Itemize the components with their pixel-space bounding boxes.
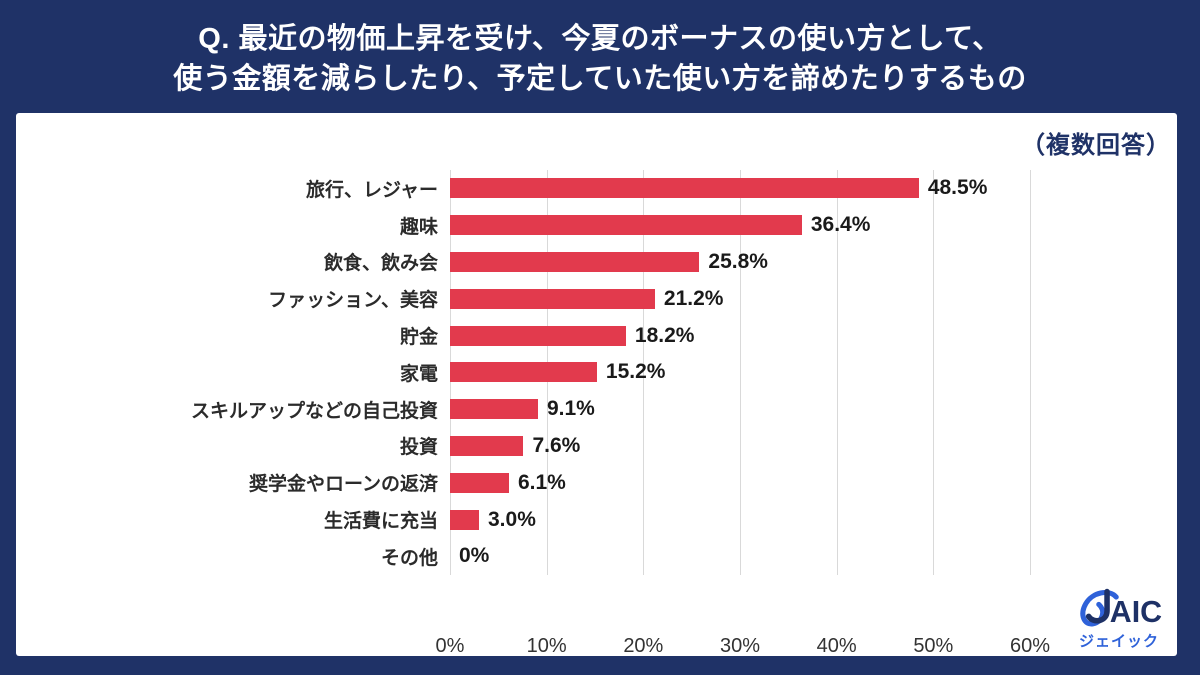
chart-row: その他 0% (16, 538, 1177, 575)
gridline-30 (740, 170, 741, 575)
chart-panel: （複数回答） 旅行、レジャー 48.5% 趣味 36.4% 飲食、飲み会 25.8% ファッ… (16, 113, 1177, 657)
value-label: 6.1% (517, 470, 566, 494)
x-tick-label: 40% (816, 635, 857, 657)
value-label: 9.1% (546, 397, 595, 421)
x-tick-label: 50% (913, 635, 954, 657)
bar (450, 399, 538, 420)
bar (450, 509, 479, 530)
row-plot: 25.8% (450, 244, 1140, 281)
row-plot: 3.0% (450, 501, 1140, 538)
chart-row: 貯金 18.2% (16, 317, 1177, 354)
chart-row: 投資 7.6% (16, 428, 1177, 465)
x-tick-label: 0% (435, 635, 465, 657)
bar (450, 435, 524, 456)
gridline-20 (643, 170, 645, 575)
header: Q. 最近の物価上昇を受け、今夏のボーナスの使い方として、 使う金額を減らしたり… (0, 0, 1200, 113)
value-label: 0% (459, 544, 490, 568)
bar (450, 362, 597, 383)
row-plot: 48.5% (450, 170, 1140, 207)
bar (450, 472, 509, 493)
category-label: スキルアップなどの自己投資 (190, 400, 438, 422)
category-label: 投資 (399, 437, 438, 459)
chart-row: 旅行、レジャー 48.5% (16, 170, 1177, 207)
category-label: 奨学金やローンの返済 (248, 474, 438, 496)
gridline-50 (933, 170, 935, 575)
bar (450, 178, 919, 199)
brand-logo: AIC ジェイック (1069, 586, 1169, 651)
chart-row: 趣味 36.4% (16, 207, 1177, 244)
category-label: 趣味 (399, 216, 438, 238)
value-label: 7.6% (532, 433, 581, 457)
value-label: 15.2% (605, 360, 666, 384)
value-label: 21.2% (663, 286, 724, 310)
category-label: 貯金 (399, 327, 438, 349)
x-tick-label: 30% (719, 635, 761, 657)
row-plot: 36.4% (450, 207, 1140, 244)
category-label: 旅行、レジャー (305, 179, 438, 201)
row-plot: 0% (450, 538, 1140, 575)
row-plot: 6.1% (450, 464, 1140, 501)
row-plot: 21.2% (450, 280, 1140, 317)
chart-title-line-1: Q. 最近の物価上昇を受け、今夏のボーナスの使い方として、 (198, 22, 1002, 55)
row-plot: 18.2% (450, 317, 1140, 354)
category-label: 生活費に充当 (323, 511, 438, 533)
x-tick-label: 10% (526, 635, 567, 657)
bar (450, 325, 626, 346)
value-label: 48.5% (927, 176, 988, 200)
gridline-60 (1030, 170, 1031, 575)
logo-aic-text: AIC (1110, 596, 1162, 629)
chart-row: ファッション、美容 21.2% (16, 280, 1177, 317)
chart-title-line-2: 使う金額を減らしたり、予定していた使い方を諦めたりするもの (173, 62, 1027, 95)
gridline-40 (836, 170, 838, 575)
logo-katakana-text: ジェイック (1078, 633, 1159, 650)
row-plot: 15.2% (450, 354, 1140, 391)
category-label: その他 (380, 547, 438, 569)
category-label: ファッション、美容 (268, 290, 438, 312)
x-axis: 0% 10% 20% 30% 40% 50% 60% (16, 635, 1177, 661)
bar (450, 288, 655, 309)
chart-row: 生活費に充当 3.0% (16, 501, 1177, 538)
value-label: 36.4% (810, 213, 871, 237)
x-tick-label: 60% (1009, 635, 1051, 657)
category-label: 家電 (399, 363, 438, 385)
row-plot: 9.1% (450, 391, 1140, 428)
value-label: 18.2% (634, 323, 695, 347)
chart-row: スキルアップなどの自己投資 9.1% (16, 391, 1177, 428)
multiple-answer-note: （複数回答） (1021, 132, 1171, 159)
bar-rows: 旅行、レジャー 48.5% 趣味 36.4% 飲食、飲み会 25.8% ファッション、美容 2… (16, 170, 1177, 575)
value-label: 25.8% (708, 249, 768, 273)
category-label: 飲食、飲み会 (323, 253, 438, 275)
row-plot: 7.6% (450, 428, 1140, 465)
bar-chart: 旅行、レジャー 48.5% 趣味 36.4% 飲食、飲み会 25.8% ファッション、美容 2… (16, 170, 1177, 657)
chart-row: 家電 15.2% (16, 354, 1177, 391)
chart-row: 飲食、飲み会 25.8% (16, 244, 1177, 281)
bar (450, 251, 700, 272)
x-tick-label: 20% (623, 635, 664, 657)
jaic-logo-icon: AIC (1080, 588, 1162, 629)
chart-row: 奨学金やローンの返済 6.1% (16, 464, 1177, 501)
value-label: 3.0% (488, 507, 536, 531)
bar (450, 215, 802, 236)
